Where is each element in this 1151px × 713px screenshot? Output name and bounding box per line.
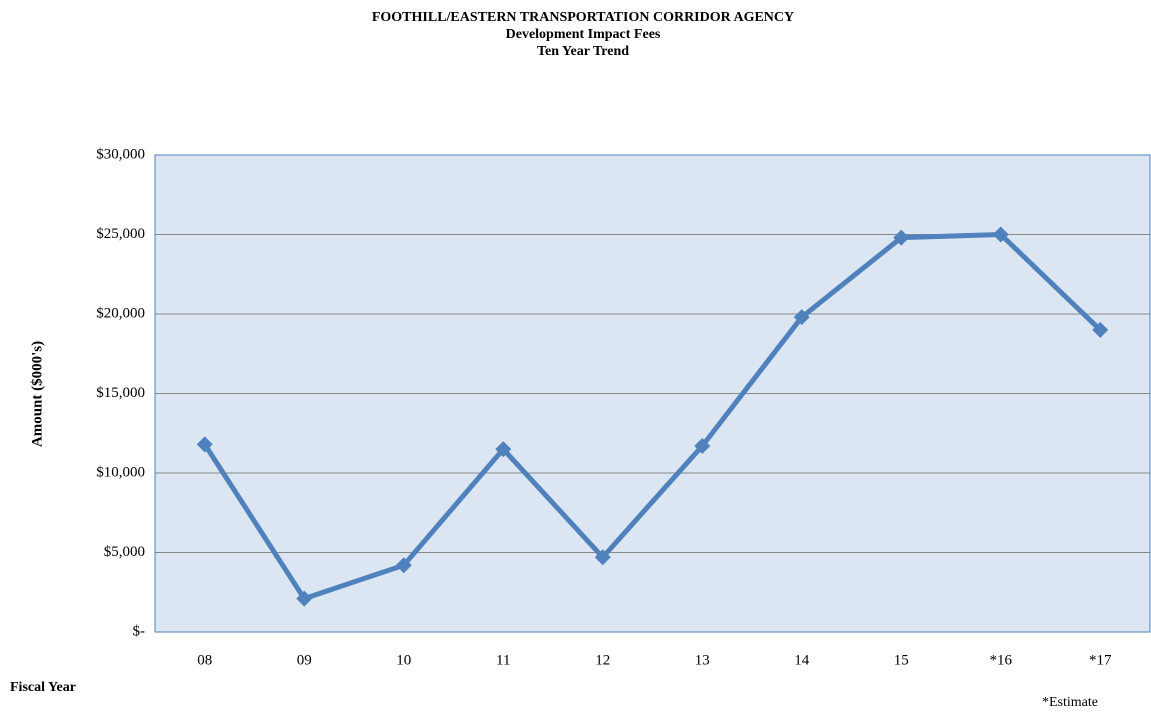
- data-point: [992, 226, 1009, 243]
- data-point: [594, 549, 611, 566]
- x-tick-label: 12: [595, 652, 610, 668]
- y-tick-label: $20,000: [96, 305, 145, 321]
- x-tick-label: 08: [197, 652, 212, 668]
- x-tick-label: 11: [496, 652, 510, 668]
- y-tick-label: $30,000: [96, 146, 145, 162]
- plot-border: [154, 154, 1151, 633]
- series-line: [202, 232, 1102, 602]
- chart-subtitle: Development Impact Fees: [506, 27, 661, 42]
- y-tick-label: $15,000: [96, 385, 145, 401]
- data-point: [395, 557, 412, 574]
- data-point: [296, 590, 313, 607]
- y-tick-label: $10,000: [96, 464, 145, 480]
- y-tick-label: $25,000: [96, 226, 145, 242]
- x-tick-label: 15: [894, 652, 909, 668]
- data-point: [495, 441, 512, 458]
- data-point: [1092, 321, 1109, 338]
- data-point: [893, 229, 910, 246]
- data-point: [793, 309, 810, 326]
- y-tick-label: $-: [133, 623, 146, 639]
- chart-subtitle: Ten Year Trend: [537, 44, 629, 59]
- chart-title: FOOTHILL/EASTERN TRANSPORTATION CORRIDOR…: [372, 10, 794, 25]
- data-point: [694, 437, 711, 454]
- x-tick-label: *16: [990, 652, 1013, 668]
- data-point: [196, 436, 213, 453]
- y-axis-label: Amount ($000's): [29, 341, 45, 447]
- x-axis-label: Fiscal Year: [10, 680, 76, 695]
- x-tick-label: *17: [1089, 652, 1112, 668]
- y-tick-label: $5,000: [104, 544, 145, 560]
- x-tick-label: 10: [396, 652, 411, 668]
- x-tick-label: 13: [695, 652, 710, 668]
- x-tick-label: 09: [297, 652, 312, 668]
- note: *Estimate: [1042, 695, 1098, 710]
- x-tick-label: 14: [794, 652, 810, 668]
